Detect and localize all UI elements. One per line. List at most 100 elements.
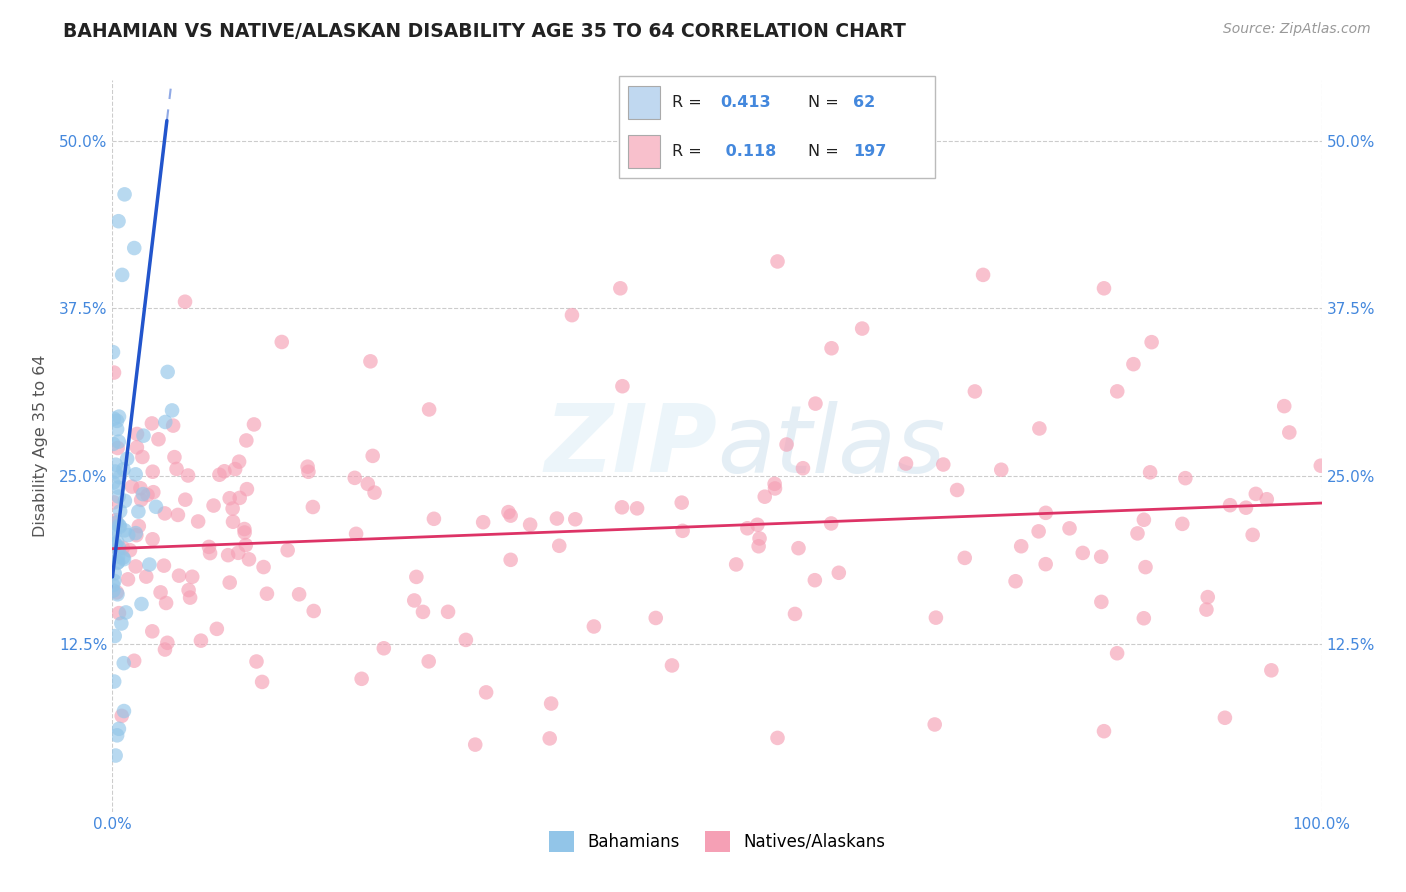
Point [208,467,231,482]
Point [783,607,806,621]
Point [405,570,427,584]
Point [775,437,797,451]
Point [108,722,131,736]
Point [121,479,143,493]
Point [108,504,131,518]
Point [748,532,770,546]
Point [953,550,976,565]
Text: Source: ZipAtlas.com: Source: ZipAtlas.com [1223,22,1371,37]
Point [131,450,153,464]
Point [105,422,128,436]
Point [464,738,486,752]
Point [828,566,851,580]
Point [277,543,299,558]
Point [103,674,125,689]
Point [198,546,221,560]
Point [1071,546,1094,560]
Point [235,538,257,552]
Point [250,674,273,689]
Text: 0.413: 0.413 [720,95,770,110]
Point [1107,384,1129,399]
Point [561,308,583,322]
Point [104,516,127,531]
Point [228,455,250,469]
Point [612,379,634,393]
Point [129,492,152,507]
Point [363,485,385,500]
Point [748,539,770,553]
Point [103,411,125,425]
Point [1244,487,1267,501]
Point [111,709,134,723]
Point [851,321,873,335]
Point [946,483,969,497]
FancyBboxPatch shape [628,87,659,119]
Point [162,418,184,433]
Point [214,464,236,478]
Point [1035,557,1057,571]
Point [1028,421,1050,435]
Point [174,294,197,309]
Point [138,558,160,572]
Point [228,491,250,505]
Point [112,656,135,670]
Point [107,587,129,601]
Point [243,417,266,432]
Point [101,527,124,541]
Point [1028,524,1050,539]
Point [104,566,127,581]
Point [766,731,789,745]
Point [107,555,129,569]
Point [142,485,165,500]
Point [626,501,648,516]
Point [108,409,131,424]
Point [112,462,135,476]
Point [107,434,129,449]
Point [160,403,183,417]
Point [105,728,128,742]
Point [125,427,148,442]
Point [145,500,167,514]
Point [361,449,384,463]
Point [153,558,176,573]
Point [754,490,776,504]
Point [548,539,571,553]
Point [252,560,274,574]
Point [221,501,243,516]
Point [114,524,136,538]
Point [661,658,683,673]
Point [131,597,153,611]
Point [350,672,373,686]
Point [125,467,148,482]
Point [118,543,141,558]
Point [1272,399,1295,413]
Point [108,606,131,620]
Point [107,556,129,570]
Point [1004,574,1026,589]
Point [142,465,165,479]
Point [766,254,789,268]
Point [115,451,138,466]
Point [235,434,257,448]
Point [423,512,446,526]
Point [1213,711,1236,725]
Point [127,504,149,518]
Point [222,515,245,529]
Point [540,697,562,711]
Point [1107,646,1129,660]
Point [373,641,395,656]
Point [104,513,127,527]
Point [475,685,498,699]
Point [472,515,495,529]
Point [179,591,201,605]
Point [804,396,827,410]
Point [141,624,163,639]
Point [270,334,292,349]
Point [103,495,125,509]
Point [820,341,842,355]
Point [1241,528,1264,542]
Point [1197,590,1219,604]
Point [108,470,131,484]
Point [163,450,186,464]
Point [101,345,124,359]
